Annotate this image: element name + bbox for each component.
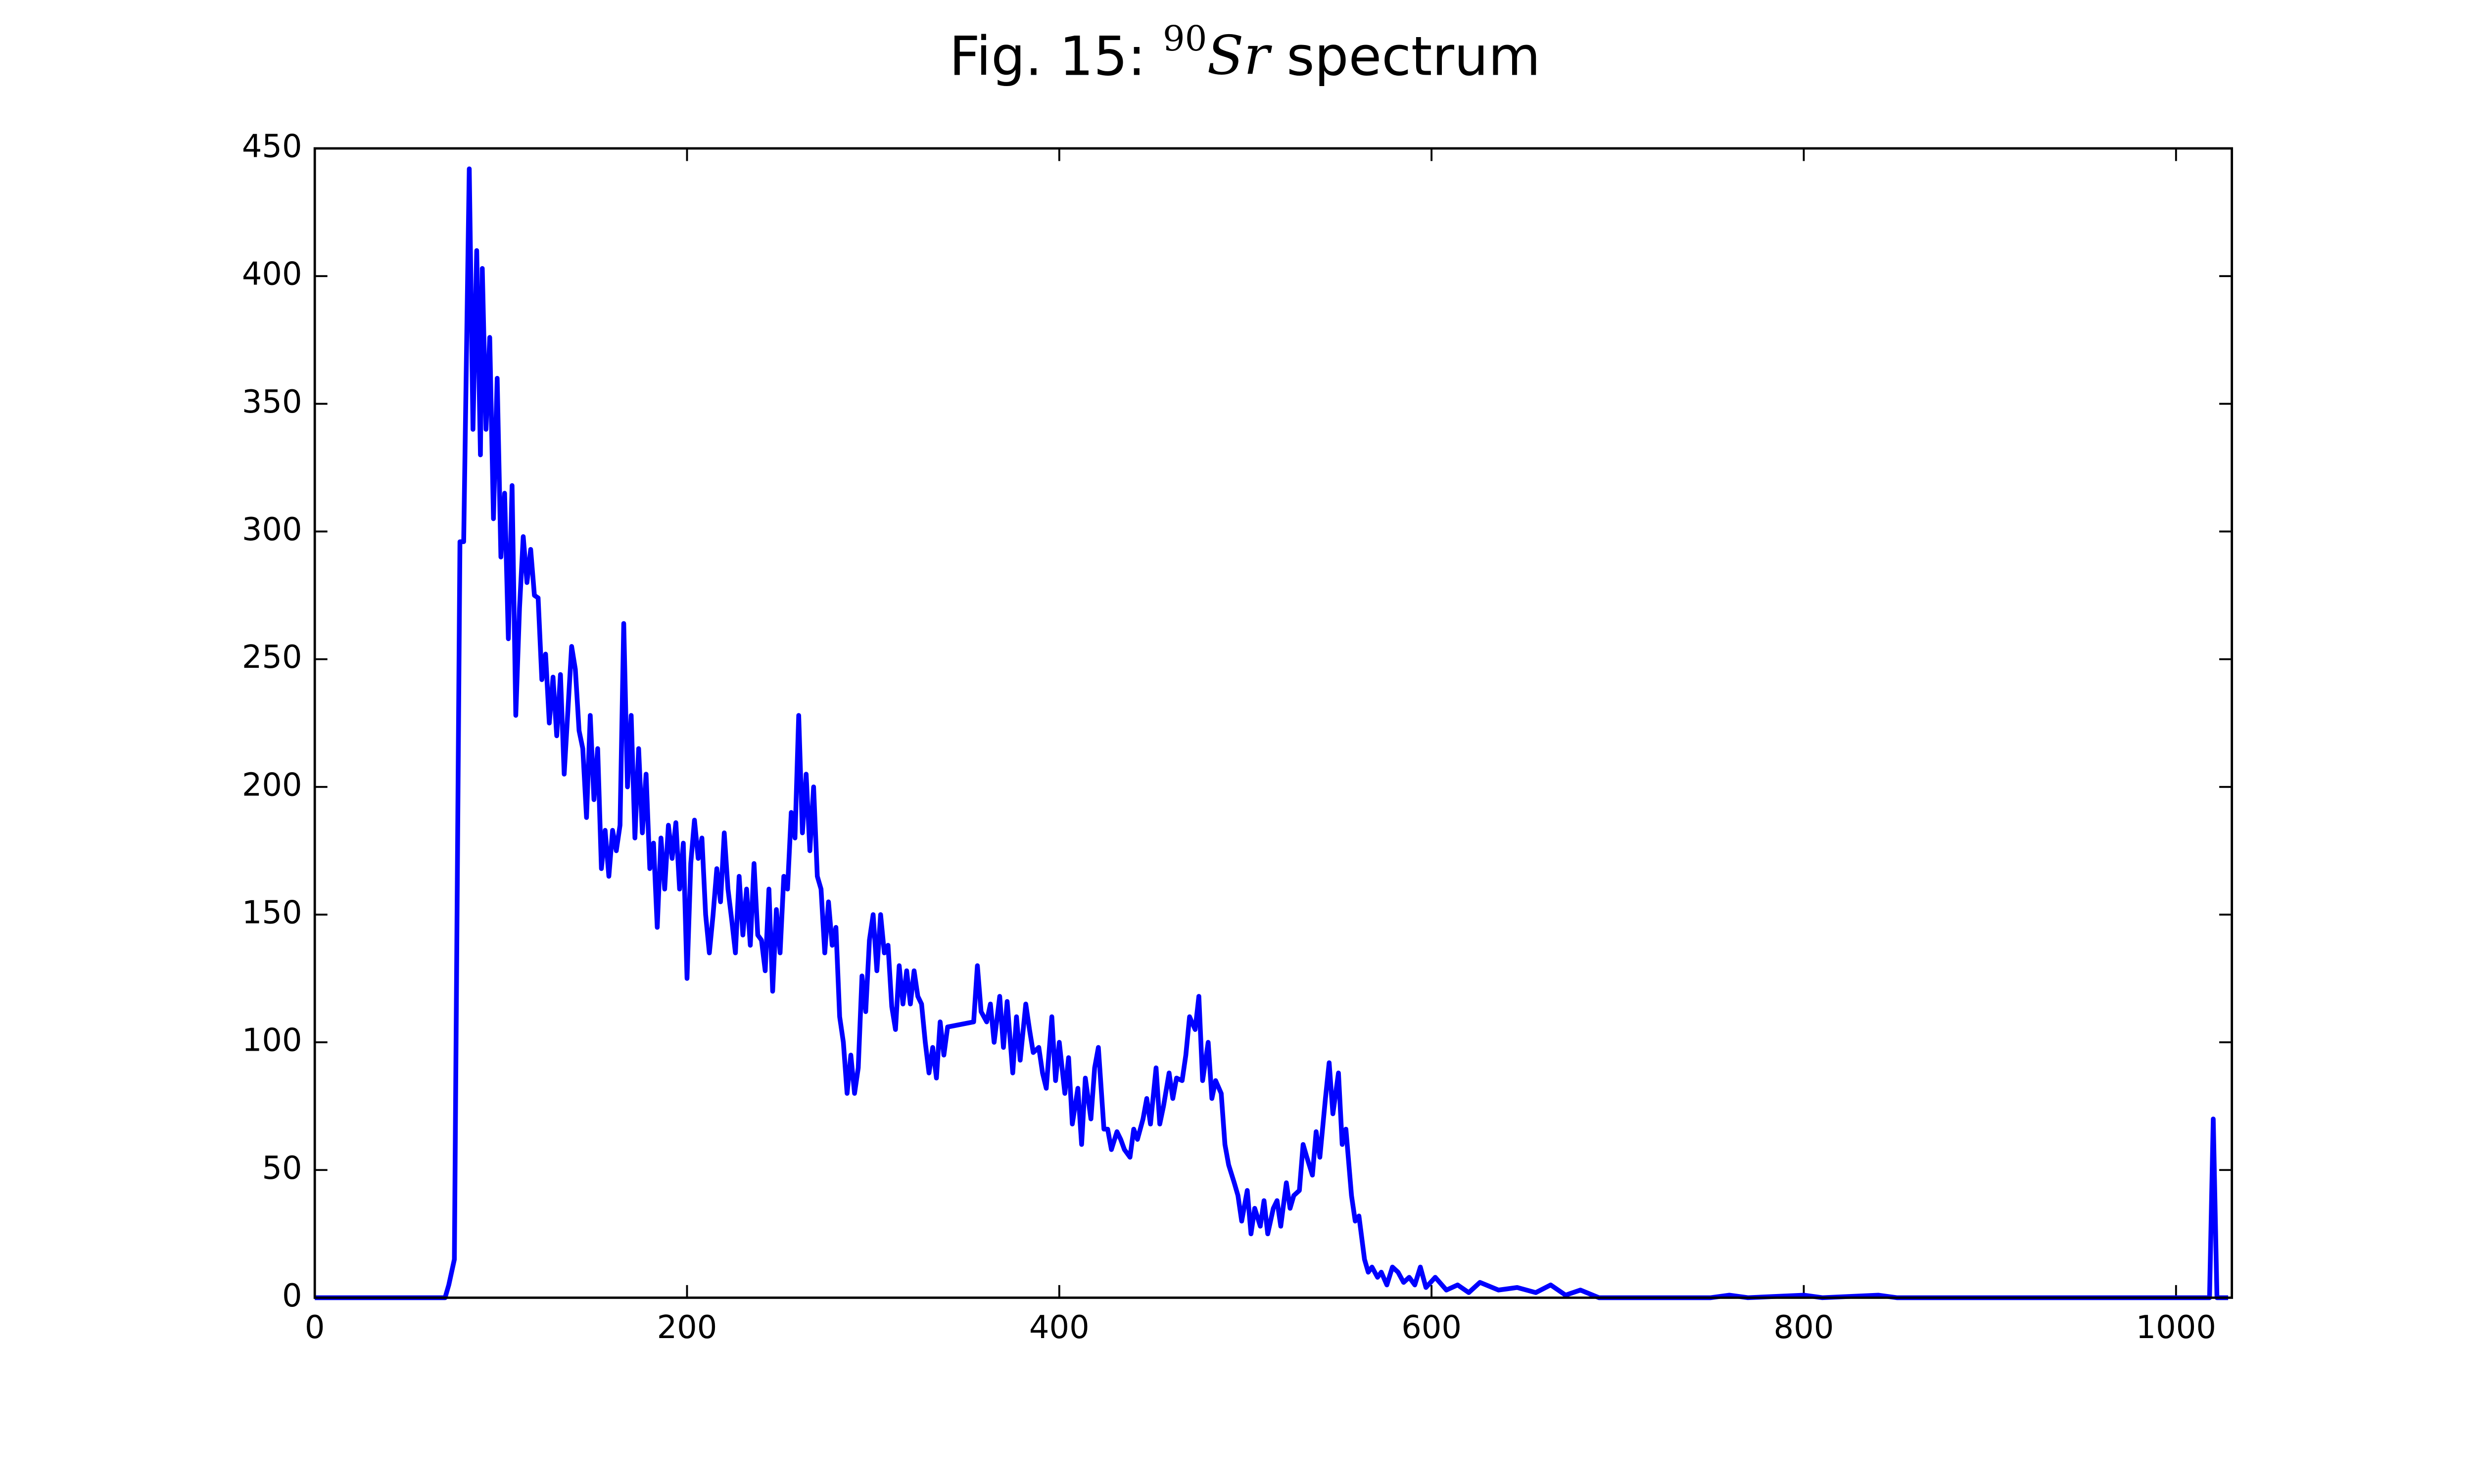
y-tick-label: 150 — [242, 895, 302, 931]
y-tick-label: 300 — [242, 511, 302, 548]
y-tick-label: 450 — [242, 129, 302, 165]
x-tick-label: 800 — [1774, 1309, 1834, 1346]
y-tick-label: 100 — [242, 1022, 302, 1059]
y-tick-label: 400 — [242, 256, 302, 293]
axes-frame — [313, 147, 2234, 1299]
y-tick-label: 0 — [282, 1278, 302, 1314]
plot-area: 0 200 400 600 800 1000 0 50 100 150 200 250 300 350 40… — [242, 129, 2232, 1346]
x-tick-label: 1000 — [2136, 1309, 2216, 1346]
x-tick-label: 200 — [657, 1309, 717, 1346]
x-tick-label: 600 — [1401, 1309, 1462, 1346]
y-tick-label: 200 — [242, 767, 302, 803]
y-tick-label: 50 — [262, 1150, 302, 1187]
y-tick-label: 250 — [242, 639, 302, 676]
chart-title: Fig. 15: 90Sr spectrum — [949, 18, 1540, 88]
x-tick-label: 0 — [305, 1309, 325, 1346]
x-tick-label: 400 — [1029, 1309, 1090, 1346]
data-line — [315, 166, 2229, 1300]
y-tick-label: 350 — [242, 384, 302, 420]
